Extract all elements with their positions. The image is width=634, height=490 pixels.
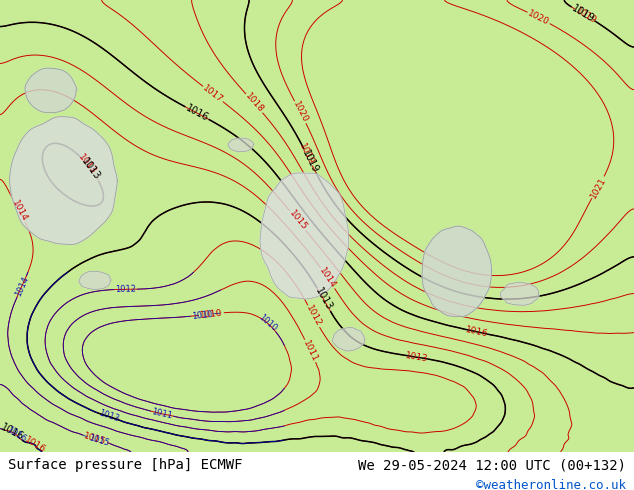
Text: 1014: 1014: [318, 266, 338, 290]
Text: 1016: 1016: [465, 325, 489, 339]
Text: 1012: 1012: [115, 285, 136, 294]
Text: 1019: 1019: [574, 6, 598, 25]
Text: 1016: 1016: [0, 422, 25, 442]
Text: We 29-05-2024 12:00 UTC (00+132): We 29-05-2024 12:00 UTC (00+132): [358, 459, 626, 472]
Polygon shape: [25, 68, 77, 113]
Text: 1014: 1014: [13, 275, 30, 298]
Text: 1012: 1012: [304, 304, 323, 328]
Text: Surface pressure [hPa] ECMWF: Surface pressure [hPa] ECMWF: [8, 459, 242, 472]
Text: 1016: 1016: [4, 425, 27, 444]
Text: 1021: 1021: [588, 175, 607, 199]
Text: 1013: 1013: [404, 351, 429, 364]
Text: 1013: 1013: [313, 287, 334, 313]
Text: 1018: 1018: [243, 92, 265, 115]
Polygon shape: [500, 282, 539, 305]
Text: 1016: 1016: [23, 435, 48, 455]
Text: 1011: 1011: [151, 407, 173, 420]
Text: 1015: 1015: [82, 432, 107, 447]
Text: 1019: 1019: [297, 142, 316, 167]
Text: 1010: 1010: [257, 313, 279, 334]
Polygon shape: [228, 138, 254, 152]
Text: ©weatheronline.co.uk: ©weatheronline.co.uk: [476, 479, 626, 490]
Text: 1010: 1010: [191, 310, 213, 320]
Text: 1010: 1010: [200, 308, 223, 320]
Text: 1013: 1013: [77, 153, 98, 176]
Text: 1014: 1014: [10, 198, 29, 223]
Polygon shape: [10, 117, 117, 245]
Polygon shape: [79, 271, 111, 290]
Text: 1020: 1020: [526, 8, 551, 27]
Text: 1019: 1019: [300, 148, 320, 174]
Text: 1019: 1019: [570, 3, 596, 25]
Text: 1013: 1013: [97, 409, 120, 424]
Text: 1011: 1011: [301, 339, 320, 363]
Text: 1017: 1017: [201, 83, 225, 104]
Text: 1020: 1020: [291, 100, 309, 124]
Polygon shape: [260, 173, 349, 299]
Text: 1013: 1013: [80, 157, 103, 182]
Text: 1016: 1016: [184, 103, 210, 123]
Polygon shape: [332, 328, 365, 351]
Text: 1015: 1015: [287, 209, 309, 233]
Polygon shape: [422, 226, 492, 317]
Text: 1015: 1015: [87, 433, 110, 447]
